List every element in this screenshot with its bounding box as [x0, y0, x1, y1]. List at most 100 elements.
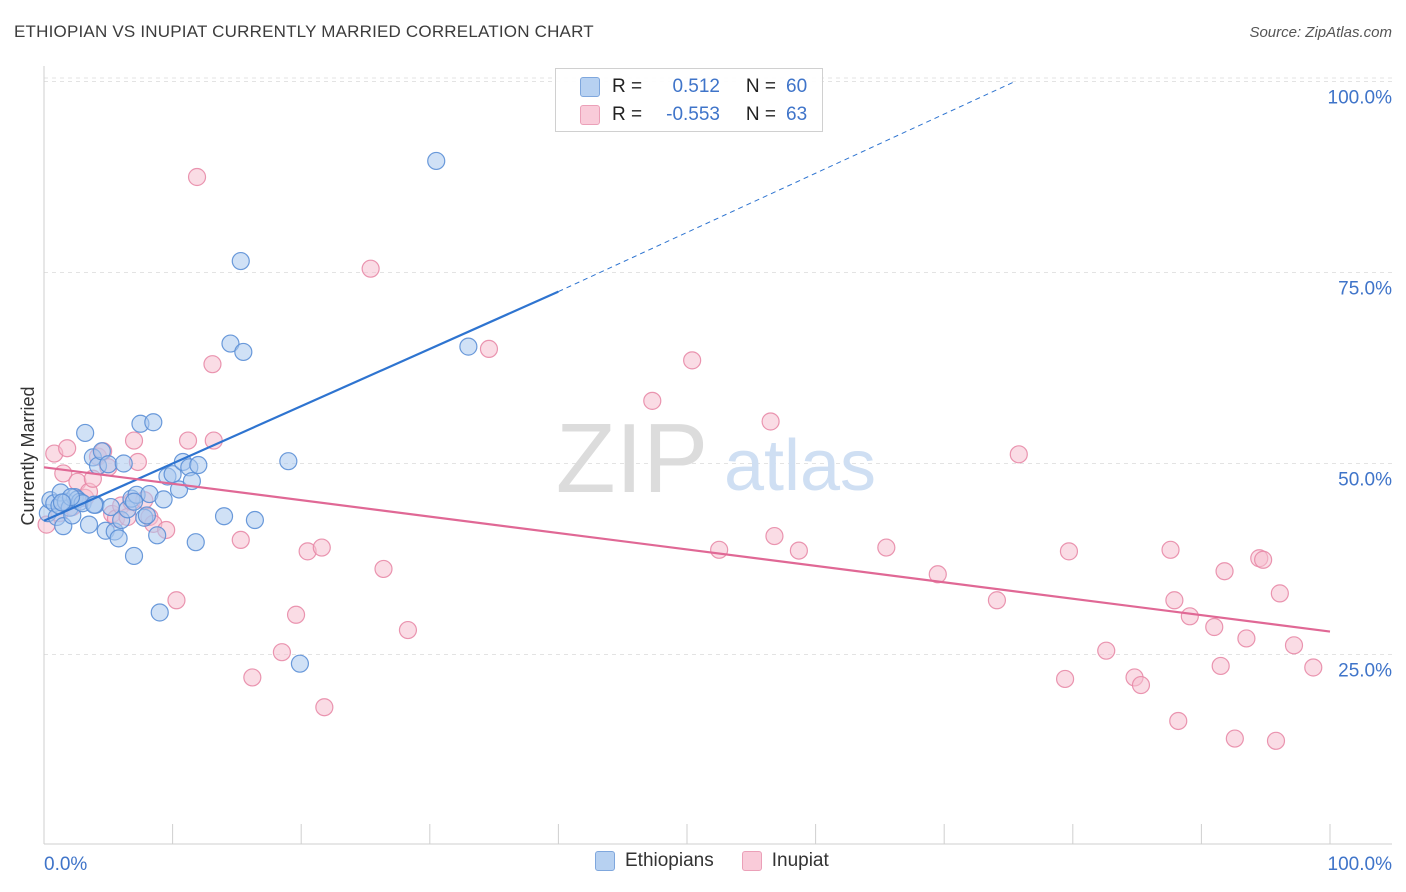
inupiat-point: [1165, 591, 1184, 610]
trend-lines: [43, 81, 1331, 633]
stats-legend: R = 0.512 N = 60 R = -0.553 N = 63: [555, 68, 823, 132]
inupiat-point: [203, 355, 222, 374]
legend-r-label: R =: [612, 104, 643, 125]
legend-row-inupiat: R = -0.553 N = 63: [580, 101, 807, 129]
watermark-atlas: atlas: [724, 426, 876, 506]
inupiat-point: [167, 591, 186, 610]
inupiat-point: [479, 339, 499, 358]
ethiopians-point: [79, 515, 99, 534]
y-tick-label: 100.0%: [1328, 88, 1393, 109]
inupiat-point: [1059, 542, 1079, 561]
ethiopians-point: [290, 654, 310, 673]
inupiat-point: [124, 431, 144, 450]
inupiat-point: [1161, 540, 1180, 559]
inupiat-point: [1304, 658, 1323, 677]
legend-swatch-pink: [741, 851, 762, 871]
inupiat-point: [204, 431, 223, 450]
legend-n-label: N =: [745, 104, 776, 125]
inupiat-point: [312, 538, 331, 557]
ethiopians-point: [124, 546, 144, 566]
inupiat-point: [683, 351, 702, 370]
inupiat-point: [765, 526, 784, 546]
legend-row-ethiopians: R = 0.512 N = 60: [580, 73, 807, 101]
y-tick-label: 25.0%: [1338, 661, 1392, 682]
legend-swatch-blue: [595, 851, 615, 871]
ethiopians-point: [114, 454, 133, 473]
ethiopians-point: [148, 526, 167, 545]
ethiopians-point: [154, 490, 173, 509]
series-legend: Ethiopians Inupiat: [595, 850, 857, 872]
inupiat-point: [58, 439, 77, 458]
ethiopians-point: [214, 507, 234, 526]
inupiat-point: [643, 391, 662, 410]
ethiopians-point: [186, 533, 205, 552]
ethiopians-point: [427, 151, 446, 171]
legend-r-label: R =: [612, 76, 643, 97]
ethiopians-point: [109, 529, 128, 548]
inupiat-point: [1180, 607, 1199, 626]
ethiopians-point: [99, 455, 118, 474]
ethiopians-point: [76, 423, 95, 443]
inupiat-point: [1055, 669, 1075, 689]
inupiat-point: [928, 565, 947, 584]
inupiat-point: [1270, 584, 1289, 603]
chart-title: ETHIOPIAN VS INUPIAT CURRENTLY MARRIED C…: [14, 22, 594, 41]
inupiat-point: [1169, 711, 1188, 731]
ethiopians-trend-line: [43, 290, 559, 522]
legend-r-value: 0.512: [672, 76, 720, 97]
ethiopians-point: [52, 493, 72, 512]
ethiopians-point: [221, 334, 240, 353]
inupiat-point: [1009, 445, 1028, 464]
ethiopians-trend-extension: [558, 81, 1016, 293]
legend-swatch-pink: [580, 105, 600, 125]
legend-r-value: -0.553: [666, 104, 720, 125]
inupiat-point: [178, 431, 198, 450]
inupiat-point: [789, 541, 808, 560]
inupiat-point: [231, 530, 250, 550]
legend-n-label: N =: [745, 76, 776, 97]
inupiat-point: [361, 259, 380, 278]
inupiat-point: [1284, 636, 1304, 655]
watermark: ZIP atlas: [556, 403, 876, 513]
inupiat-point: [1215, 562, 1234, 581]
inupiat-trend-line: [43, 466, 1331, 633]
inupiat-point: [1131, 675, 1151, 695]
inupiat-point: [1097, 641, 1116, 660]
grid-layer: [44, 77, 1392, 655]
inupiat-point: [187, 167, 207, 187]
inupiat-point: [1225, 729, 1244, 748]
legend-swatch-blue: [580, 77, 600, 97]
legend-n-value: 63: [786, 104, 808, 125]
axis-labels: Currently Married 0.0% 100.0%: [18, 386, 1392, 875]
y-axis-title: Currently Married: [18, 386, 38, 525]
inupiat-point: [286, 605, 306, 624]
ethiopians-point: [231, 251, 250, 271]
ethiopians-point: [234, 342, 253, 362]
ethiopians-points: [38, 151, 478, 673]
inupiat-point: [1254, 550, 1273, 569]
legend-n-value: 60: [786, 76, 808, 97]
inupiat-point: [1237, 629, 1256, 648]
inupiat-point: [272, 643, 292, 662]
legend-item-ethiopians[interactable]: Ethiopians: [595, 850, 714, 872]
ethiopians-point: [144, 413, 163, 432]
inupiat-point: [1211, 656, 1230, 676]
watermark-zip: ZIP: [556, 403, 708, 513]
y-tick-label: 75.0%: [1338, 279, 1392, 300]
legend-item-inupiat[interactable]: Inupiat: [741, 850, 829, 872]
inupiat-point: [987, 591, 1007, 610]
axis-layer: 25.0% 50.0% 75.0% 100.0%: [43, 66, 1393, 845]
ethiopians-point: [459, 337, 478, 356]
inupiat-point: [374, 559, 393, 579]
legend-label-ethiopians: Ethiopians: [625, 850, 714, 871]
ethiopians-point: [245, 510, 265, 530]
inupiat-point: [243, 668, 262, 687]
ethiopians-point: [150, 603, 169, 622]
ethiopians-point: [279, 452, 298, 471]
inupiat-point: [315, 698, 334, 717]
source-label: Source: ZipAtlas.com: [1249, 24, 1392, 41]
ethiopians-point: [124, 492, 144, 511]
inupiat-point: [398, 620, 418, 640]
